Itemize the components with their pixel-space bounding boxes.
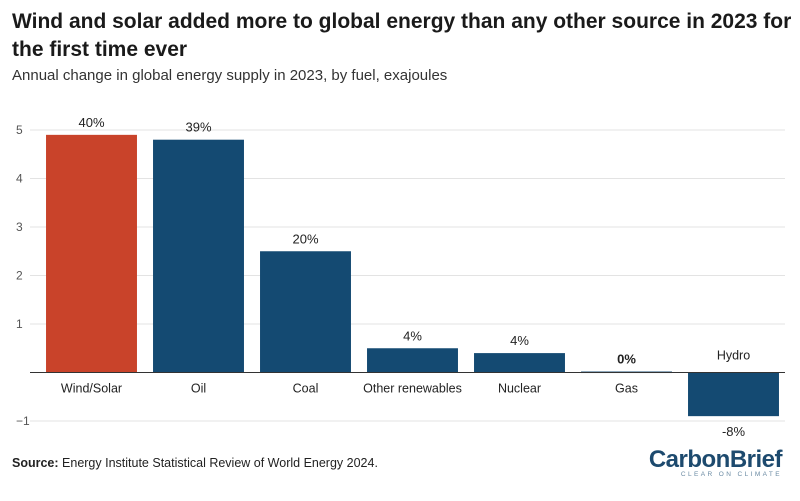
- bar-other-renewables: [367, 348, 458, 373]
- grid-lines: [30, 129, 785, 422]
- data-label: 4%: [510, 333, 529, 348]
- carbonbrief-logo: CarbonBrief CLEAR ON CLIMATE: [648, 446, 783, 479]
- data-label: 39%: [185, 120, 211, 135]
- y-tick-label: 4: [16, 172, 23, 186]
- category-label: Nuclear: [498, 382, 541, 396]
- bar-oil: [153, 139, 244, 373]
- bar-coal: [260, 251, 351, 373]
- y-tick-label: 5: [16, 123, 23, 137]
- data-label: -8%: [722, 424, 746, 439]
- y-tick-label: 1: [16, 317, 23, 331]
- bars: [46, 134, 779, 417]
- source-text: Energy Institute Statistical Review of W…: [62, 456, 378, 470]
- category-label: Gas: [615, 382, 638, 396]
- logo-wordmark: CarbonBrief: [648, 446, 783, 473]
- category-labels: Wind/Solar Oil Coal Other renewables Nuclear…: [61, 349, 750, 396]
- data-labels: 40% 39% 20% 4% 4% 0% -8%: [78, 115, 745, 439]
- data-label: 0%: [617, 352, 636, 367]
- data-label: 20%: [292, 231, 318, 246]
- y-axis-ticks: −1 1 2 3 4 5: [16, 123, 30, 428]
- y-tick-label: 3: [16, 220, 23, 234]
- source-note: Source: Energy Institute Statistical Rev…: [12, 456, 378, 470]
- y-tick-label: 2: [16, 269, 23, 283]
- bar-wind-solar: [46, 134, 137, 373]
- chart-subtitle: Annual change in global energy supply in…: [12, 67, 448, 84]
- data-label: 4%: [403, 328, 422, 343]
- bar-nuclear: [474, 353, 565, 373]
- y-tick-label: −1: [16, 414, 30, 428]
- bar-hydro: [688, 372, 779, 417]
- category-label: Oil: [191, 382, 206, 396]
- category-label: Hydro: [717, 349, 750, 363]
- logo-tagline: CLEAR ON CLIMATE: [680, 471, 782, 478]
- category-label: Wind/Solar: [61, 382, 122, 396]
- data-label: 40%: [78, 115, 104, 130]
- category-label: Other renewables: [363, 382, 462, 396]
- category-label: Coal: [293, 382, 319, 396]
- chart-title: Wind and solar added more to global ener…: [12, 10, 792, 61]
- source-label: Source:: [12, 456, 59, 470]
